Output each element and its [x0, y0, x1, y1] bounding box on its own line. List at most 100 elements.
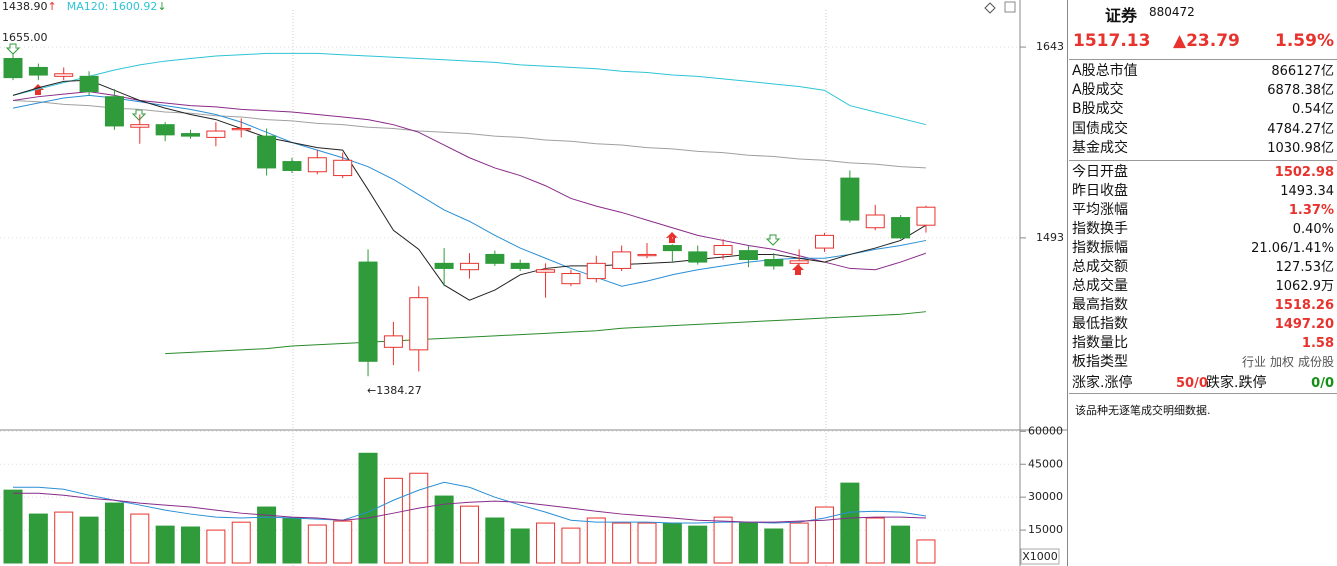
candle-body: [713, 245, 733, 255]
volume-bar: [586, 517, 606, 564]
y-tick-label: 15000: [1028, 523, 1063, 536]
info-row: A股成交 6878.38亿: [1072, 81, 1334, 100]
legend: 1438.90↑ MA120: 1600.92↓: [2, 0, 167, 13]
row-label: 跌家.跌停: [1206, 375, 1267, 391]
info-row: 今日开盘 1502.98: [1072, 163, 1334, 182]
ma-line: [12, 91, 927, 271]
ma-line: [12, 52, 927, 126]
volume-bar: [459, 505, 479, 564]
row-value: 21.06/1.41%: [1251, 241, 1334, 256]
row-value: 127.53亿: [1275, 260, 1335, 275]
volume-bar: [891, 525, 911, 564]
candle-body: [3, 58, 23, 79]
rise-value: 50/0: [1176, 376, 1208, 391]
note: 该品种无逐笔成交明细数据.: [1075, 404, 1211, 417]
info-row: 昨日收盘 1493.34: [1072, 182, 1334, 201]
legend-arrow: ↓: [157, 0, 166, 13]
high-label: 1655.00: [2, 31, 48, 44]
volume-bar: [231, 521, 251, 564]
y-tick-label: 1643: [1036, 40, 1064, 53]
candle-body: [891, 217, 911, 239]
row-value: 0.40%: [1292, 222, 1334, 237]
ma-line: [13, 481, 927, 524]
candle-body: [155, 124, 175, 136]
candle-body: [28, 66, 48, 76]
candle-body: [206, 130, 226, 138]
volume-bar: [79, 516, 99, 564]
candle-body: [536, 269, 556, 273]
change-pct: 1.59%: [1275, 31, 1334, 51]
unit-box: [1020, 548, 1060, 565]
legend-arrow: ↑: [48, 0, 57, 13]
icon[interactable]: [984, 2, 996, 14]
board-type[interactable]: 加权: [1269, 355, 1294, 369]
row-value: 866127亿: [1271, 64, 1334, 79]
candle-body: [459, 262, 479, 271]
candle-body: [409, 297, 429, 351]
row-label: 涨家.涨停: [1072, 375, 1133, 391]
candle-body: [586, 262, 606, 280]
row-label: 总成交量: [1072, 278, 1128, 294]
volume-bar: [307, 524, 327, 564]
volume-bar: [536, 522, 556, 564]
ma-line: [165, 311, 927, 355]
row-value: 0.54亿: [1292, 102, 1334, 118]
icon[interactable]: [1004, 1, 1016, 13]
fall-value: 0/0: [1311, 376, 1334, 391]
volume-bar: [282, 517, 302, 564]
signal-arrows: [5, 43, 804, 275]
separator: [1069, 59, 1337, 60]
info-row: 指数换手 0.40%: [1072, 220, 1334, 239]
row-label: 国债成交: [1072, 120, 1128, 137]
candle-body: [738, 250, 758, 261]
candle-body: [485, 253, 505, 264]
volume-bar: [815, 506, 835, 564]
candle-body: [561, 273, 581, 285]
volume-bar: [738, 522, 758, 564]
row-label: 指数量比: [1072, 335, 1128, 351]
candle-body: [510, 262, 530, 269]
volume-bar: [840, 482, 860, 564]
volume-bar: [358, 452, 378, 564]
board-type[interactable]: 行业: [1241, 355, 1266, 369]
row-label: B股成交: [1072, 101, 1124, 118]
volume-bar: [688, 525, 708, 564]
volume-bar: [3, 489, 23, 564]
info-row: 基金成交 1030.98亿: [1072, 139, 1334, 158]
row-value: 1.37%: [1288, 203, 1334, 218]
row-label: 基金成交: [1072, 139, 1128, 156]
info-panel: 证券 880472 1517.13 ▲23.79 1.59% 板指类型 行业 加权成…: [1069, 0, 1337, 566]
candle-body: [307, 157, 327, 173]
volume-bar: [561, 527, 581, 564]
row-value: 1030.98亿: [1267, 140, 1334, 156]
info-row: A股总市值 866127亿: [1072, 62, 1334, 81]
ma-line: [13, 492, 926, 523]
row-label: 平均涨幅: [1072, 202, 1128, 218]
volume-bar: [789, 522, 809, 564]
row-label: 指数换手: [1072, 221, 1128, 237]
low-label: ←1384.27: [367, 384, 422, 397]
volume-bar: [206, 529, 226, 564]
volume-bar: [637, 522, 657, 564]
volume-bar: [130, 513, 150, 564]
candle-body: [282, 161, 302, 171]
board-type[interactable]: 成份股: [1297, 355, 1334, 369]
info-row: 最低指数 1497.20: [1072, 315, 1334, 334]
volume-bar: [865, 517, 885, 564]
candle-body: [130, 124, 150, 128]
change: ▲23.79: [1173, 31, 1240, 51]
candle-body: [840, 177, 860, 221]
info-row: B股成交 0.54亿: [1072, 100, 1334, 119]
info-row: 总成交量 1062.9万: [1072, 277, 1334, 296]
volume-bar: [104, 502, 124, 564]
row-label: 指数振幅: [1072, 240, 1128, 256]
info-row: 最高指数 1518.26: [1072, 296, 1334, 315]
volume-bar: [713, 516, 733, 564]
board-values: 行业 加权 成份股: [1238, 353, 1334, 372]
row-value: 1493.34: [1280, 184, 1334, 199]
candle-body: [764, 259, 784, 267]
candle-body: [612, 251, 632, 269]
volume-bar: [916, 539, 936, 564]
volume-bar: [333, 520, 353, 564]
